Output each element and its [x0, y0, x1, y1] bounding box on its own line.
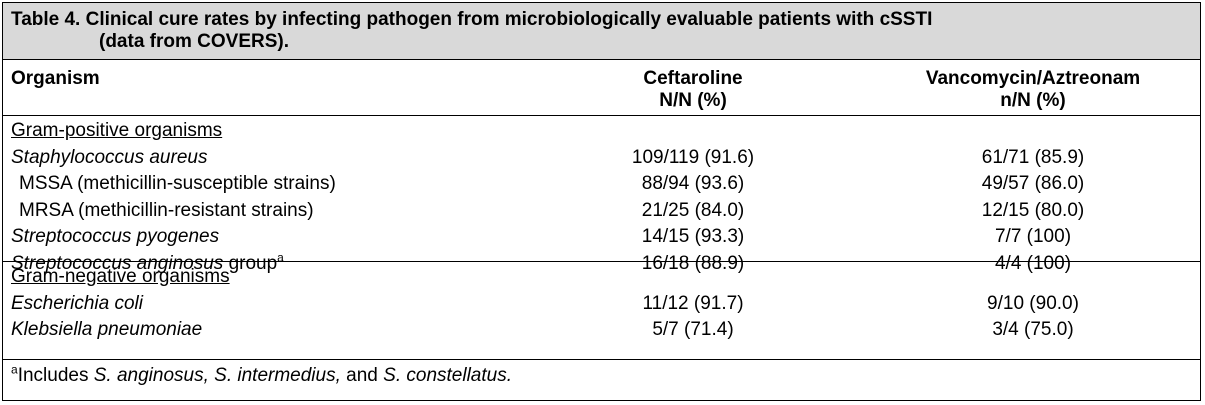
header-ceftaroline: Ceftaroline N/N (%)	[563, 68, 823, 112]
ceftaroline-value: 16/18 (88.9)	[641, 252, 745, 274]
ceftaroline-value: 5/7 (71.4)	[652, 319, 734, 340]
footnote-text-b: and	[340, 365, 384, 386]
vancomycin-value: 7/7 (100)	[994, 226, 1072, 247]
organism-cell: Streptococcus anginosus groupa	[11, 251, 284, 278]
header-vancomycin-name: Vancomycin/Aztreonam	[925, 68, 1141, 89]
ceftaroline-value: 21/25 (84.0)	[641, 199, 745, 221]
organism-name: Streptococcus anginosus	[11, 252, 224, 274]
table-row: Escherichia coli 11/12 (91.7) 9/10 (90.0…	[3, 291, 1200, 318]
table-header: Organism Ceftaroline N/N (%) Vancomycin/…	[3, 60, 1200, 116]
footnote-marker: a	[11, 362, 18, 377]
organism-name: Streptococcus pyogenes	[11, 226, 220, 247]
table-row: MRSA (methicillin-resistant strains) 21/…	[3, 198, 1200, 225]
organism-name: MSSA (methicillin-susceptible strains)	[19, 173, 336, 194]
gram-positive-section: Gram-positive organisms Staphylococcus a…	[3, 116, 1200, 274]
organism-name: Klebsiella pneumoniae	[11, 319, 203, 340]
footnote-marker: a	[277, 250, 284, 265]
organism-name: MRSA (methicillin-resistant strains)	[19, 199, 314, 221]
caption-line-2: (data from COVERS).	[99, 31, 290, 52]
table-row: Staphylococcus aureus 109/119 (91.6) 61/…	[3, 145, 1200, 172]
gram-negative-title: Gram-negative organisms	[11, 266, 230, 287]
ceftaroline-value: 88/94 (93.6)	[641, 173, 745, 194]
section-title-row: Gram-positive organisms	[3, 118, 1200, 145]
header-organism: Organism	[11, 68, 100, 89]
table-row: Klebsiella pneumoniae 5/7 (71.4) 3/4 (75…	[3, 317, 1200, 344]
caption-line-1: Table 4. Clinical cure rates by infectin…	[11, 9, 933, 30]
header-vancomycin-unit: n/N (%)	[1000, 90, 1066, 111]
table-row: Streptococcus pyogenes 14/15 (93.3) 7/7 …	[3, 224, 1200, 251]
table-caption: Table 4. Clinical cure rates by infectin…	[3, 3, 1200, 60]
vancomycin-value: 49/57 (86.0)	[981, 173, 1085, 194]
header-ceftaroline-unit: N/N (%)	[659, 90, 727, 111]
vancomycin-value: 61/71 (85.9)	[981, 146, 1085, 168]
vancomycin-value: 4/4 (100)	[994, 252, 1072, 274]
organism-name: Staphylococcus aureus	[11, 146, 208, 168]
table-footnote: aIncludes S. anginosus, S. intermedius, …	[3, 360, 1200, 396]
ceftaroline-value: 109/119 (91.6)	[631, 146, 755, 168]
header-ceftaroline-name: Ceftaroline	[643, 68, 743, 89]
gram-negative-section: Gram-negative organisms Escherichia coli…	[3, 262, 1200, 360]
header-vancomycin: Vancomycin/Aztreonam n/N (%)	[883, 68, 1183, 112]
table-row: MSSA (methicillin-susceptible strains) 8…	[3, 171, 1200, 198]
organism-suffix: group	[223, 252, 278, 274]
section-title-row: Gram-negative organisms	[3, 264, 1200, 291]
ceftaroline-value: 14/15 (93.3)	[641, 226, 745, 247]
footnote-text-a: Includes	[17, 365, 94, 386]
ceftaroline-value: 11/12 (91.7)	[642, 292, 744, 314]
footnote-species-1: S. anginosus, S. intermedius,	[93, 365, 341, 386]
organism-name: Escherichia coli	[11, 292, 143, 314]
gram-positive-title: Gram-positive organisms	[11, 120, 223, 141]
vancomycin-value: 9/10 (90.0)	[987, 292, 1079, 314]
table-row: Streptococcus anginosus groupa 16/18 (88…	[3, 251, 1200, 278]
vancomycin-value: 12/15 (80.0)	[981, 199, 1085, 221]
vancomycin-value: 3/4 (75.0)	[992, 319, 1074, 340]
footnote-species-2: S. constellatus.	[383, 365, 512, 386]
